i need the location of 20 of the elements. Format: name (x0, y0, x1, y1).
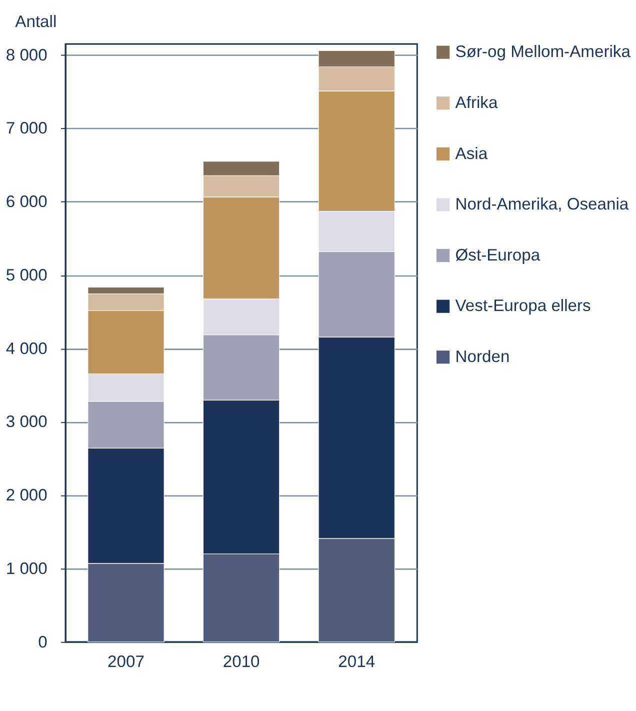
legend-label: Sør-og Mellom-Amerika (455, 42, 632, 62)
y-tick-label: 3 000 (6, 412, 48, 432)
x-tick-label: 2014 (338, 652, 376, 671)
legend-label: Norden (455, 347, 510, 366)
x-tick-label: 2007 (108, 652, 144, 671)
y-tick-label: 5 000 (6, 265, 48, 284)
y-tick-label: 1 000 (6, 558, 48, 578)
y-tick-label: 7 000 (6, 118, 48, 138)
y-tick-label: 6 000 (6, 192, 48, 212)
y-tick-label: 0 (38, 632, 48, 652)
legend-label: Øst-Europa (455, 245, 541, 264)
y-tick-label: 4 000 (6, 338, 48, 358)
y-tick-label: 8 000 (6, 45, 48, 64)
legend-label: Afrika (455, 92, 498, 112)
y-tick-label: 2 000 (6, 486, 48, 505)
legend-label: Asia (455, 144, 488, 163)
y-axis-title: Antall (15, 12, 57, 31)
x-tick-label: 2010 (222, 652, 260, 671)
legend-label: Vest-Europa ellers (455, 296, 591, 316)
legend-label: Nord-Amerika, Oseania (455, 194, 630, 214)
